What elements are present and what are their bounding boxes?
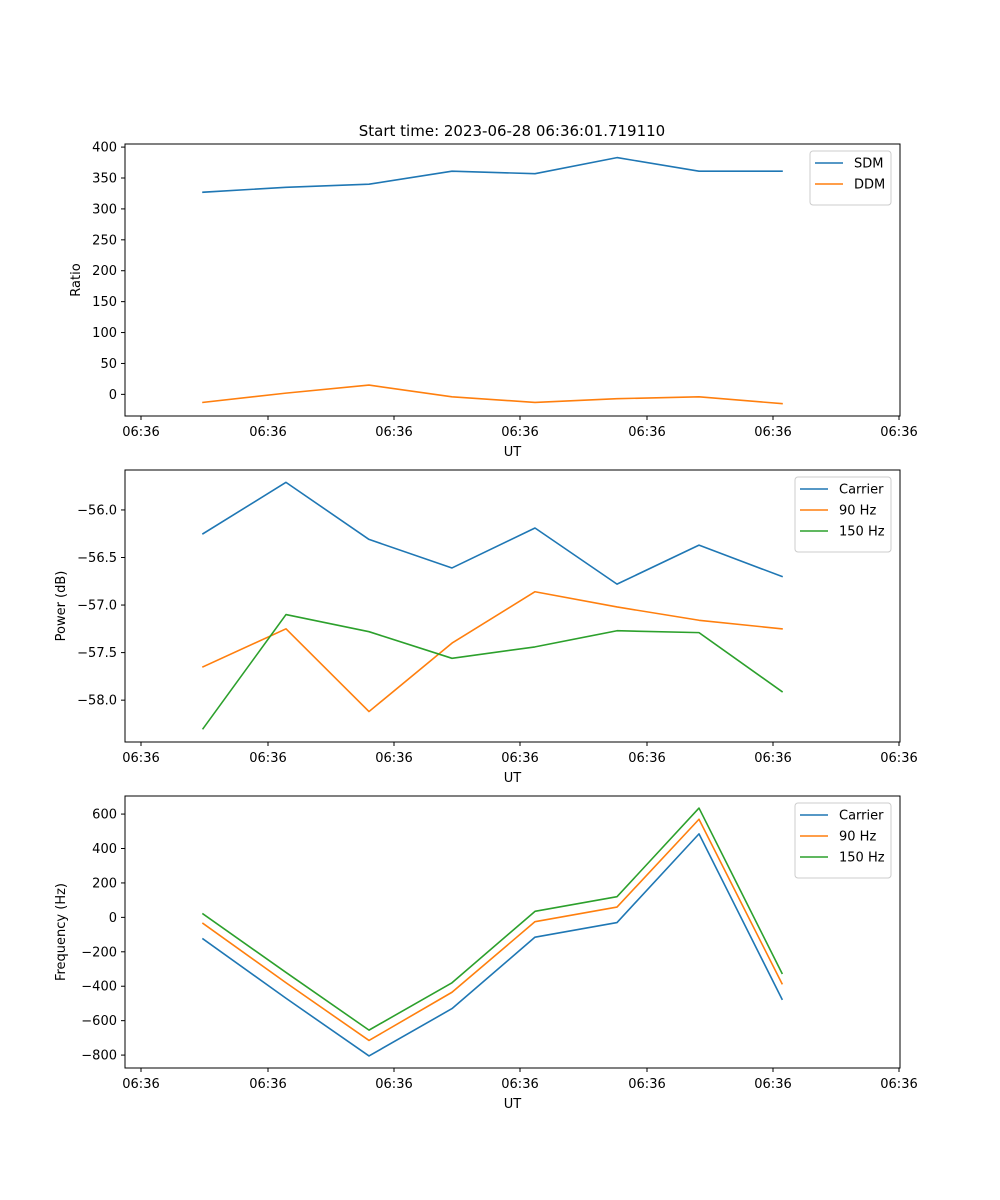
y-tick-label: −56.5 xyxy=(77,551,117,566)
legend: SDM DDM xyxy=(809,150,892,206)
y-tick-label: −56.0 xyxy=(77,503,117,518)
x-tick-label: 06:36 xyxy=(375,1077,412,1092)
x-tick-label: 06:36 xyxy=(122,751,159,766)
y-tick-label: 400 xyxy=(92,141,117,156)
x-axis-label: UT xyxy=(504,1097,522,1112)
x-tick-label: 06:36 xyxy=(249,425,286,440)
y-tick-label: 200 xyxy=(92,876,117,891)
legend-label: 150 Hz xyxy=(839,851,885,866)
y-tick-label: −800 xyxy=(81,1049,117,1064)
legend-label: 150 Hz xyxy=(839,525,885,540)
y-axis-label: Power (dB) xyxy=(54,571,69,642)
x-tick-label: 06:36 xyxy=(880,1077,917,1092)
y-tick-label: 400 xyxy=(92,842,117,857)
legend: Carrier 90 Hz 150 Hz xyxy=(794,802,892,879)
y-tick-label: 250 xyxy=(92,233,117,248)
y-tick-label: 0 xyxy=(109,388,117,403)
y-tick-label: 350 xyxy=(92,172,117,187)
series-line-carrier xyxy=(201,833,784,1057)
x-axis-label: UT xyxy=(504,771,522,786)
series-line-carrier xyxy=(201,481,784,585)
y-tick-label: −57.5 xyxy=(77,646,117,661)
x-tick-label: 06:36 xyxy=(501,751,538,766)
x-tick-label: 06:36 xyxy=(501,425,538,440)
y-tick-label: 600 xyxy=(92,808,117,823)
x-tick-label: 06:36 xyxy=(122,425,159,440)
legend-label: Carrier xyxy=(839,809,884,824)
panel-1: 0 50 100 150 200 250 300 350 400 06:36 06:36 06:36 0… xyxy=(69,141,918,460)
y-tick-label: 150 xyxy=(92,295,117,310)
y-axis-label: Frequency (Hz) xyxy=(54,883,69,981)
x-tick-label: 06:36 xyxy=(754,1077,791,1092)
x-tick-label: 06:36 xyxy=(249,751,286,766)
y-tick-label: 50 xyxy=(100,357,117,372)
x-tick-label: 06:36 xyxy=(754,751,791,766)
legend-label: SDM xyxy=(854,157,883,172)
x-tick-label: 06:36 xyxy=(880,751,917,766)
y-tick-label: −400 xyxy=(81,980,117,995)
chart-panels: 0 50 100 150 200 250 300 350 400 06:36 06:36 06:36 0… xyxy=(54,141,918,1112)
x-tick-label: 06:36 xyxy=(880,425,917,440)
panel-2: −58.0 −57.5 −57.0 −56.5 −56.0 06:36 06:36 06:36… xyxy=(54,469,918,786)
legend-box xyxy=(809,150,892,206)
legend-label: 90 Hz xyxy=(839,830,876,845)
x-tick-label: 06:36 xyxy=(122,1077,159,1092)
x-tick-label: 06:36 xyxy=(375,751,412,766)
y-tick-label: −200 xyxy=(81,945,117,960)
y-tick-label: −57.0 xyxy=(77,599,117,614)
panel-3: −800 −600 −400 −200 0 200 400 600 06:36 06:36 06:3… xyxy=(54,795,918,1112)
y-tick-label: 200 xyxy=(92,264,117,279)
series-line-sdm xyxy=(202,156,783,194)
x-tick-label: 06:36 xyxy=(628,425,665,440)
y-axis-label: Ratio xyxy=(69,263,84,296)
x-axis-label: UT xyxy=(504,445,522,460)
legend-label: 90 Hz xyxy=(839,504,876,519)
series-line-150-hz xyxy=(201,613,784,730)
series-line-90-hz xyxy=(201,590,783,713)
x-tick-label: 06:36 xyxy=(375,425,412,440)
legend-box xyxy=(794,476,892,553)
legend-label: DDM xyxy=(854,178,885,193)
legend-label: Carrier xyxy=(839,483,884,498)
figure-title: Start time: 2023-06-28 06:36:01.719110 xyxy=(359,122,665,140)
legend-box xyxy=(794,802,892,879)
plot-frame xyxy=(124,143,901,417)
x-tick-label: 06:36 xyxy=(249,1077,286,1092)
series-line-ddm xyxy=(202,384,783,405)
plot-frame xyxy=(124,469,901,743)
plot-frame xyxy=(124,795,901,1069)
y-tick-label: −600 xyxy=(81,1014,117,1029)
x-tick-label: 06:36 xyxy=(628,751,665,766)
y-tick-label: 100 xyxy=(92,326,117,341)
x-tick-label: 06:36 xyxy=(628,1077,665,1092)
legend: Carrier 90 Hz 150 Hz xyxy=(794,476,892,553)
y-tick-label: −58.0 xyxy=(77,694,117,709)
y-tick-label: 300 xyxy=(92,202,117,217)
x-tick-label: 06:36 xyxy=(754,425,791,440)
series-line-90-hz xyxy=(201,818,784,1042)
series-line-150-hz xyxy=(201,807,784,1031)
y-tick-label: 0 xyxy=(109,911,117,926)
x-tick-label: 06:36 xyxy=(501,1077,538,1092)
